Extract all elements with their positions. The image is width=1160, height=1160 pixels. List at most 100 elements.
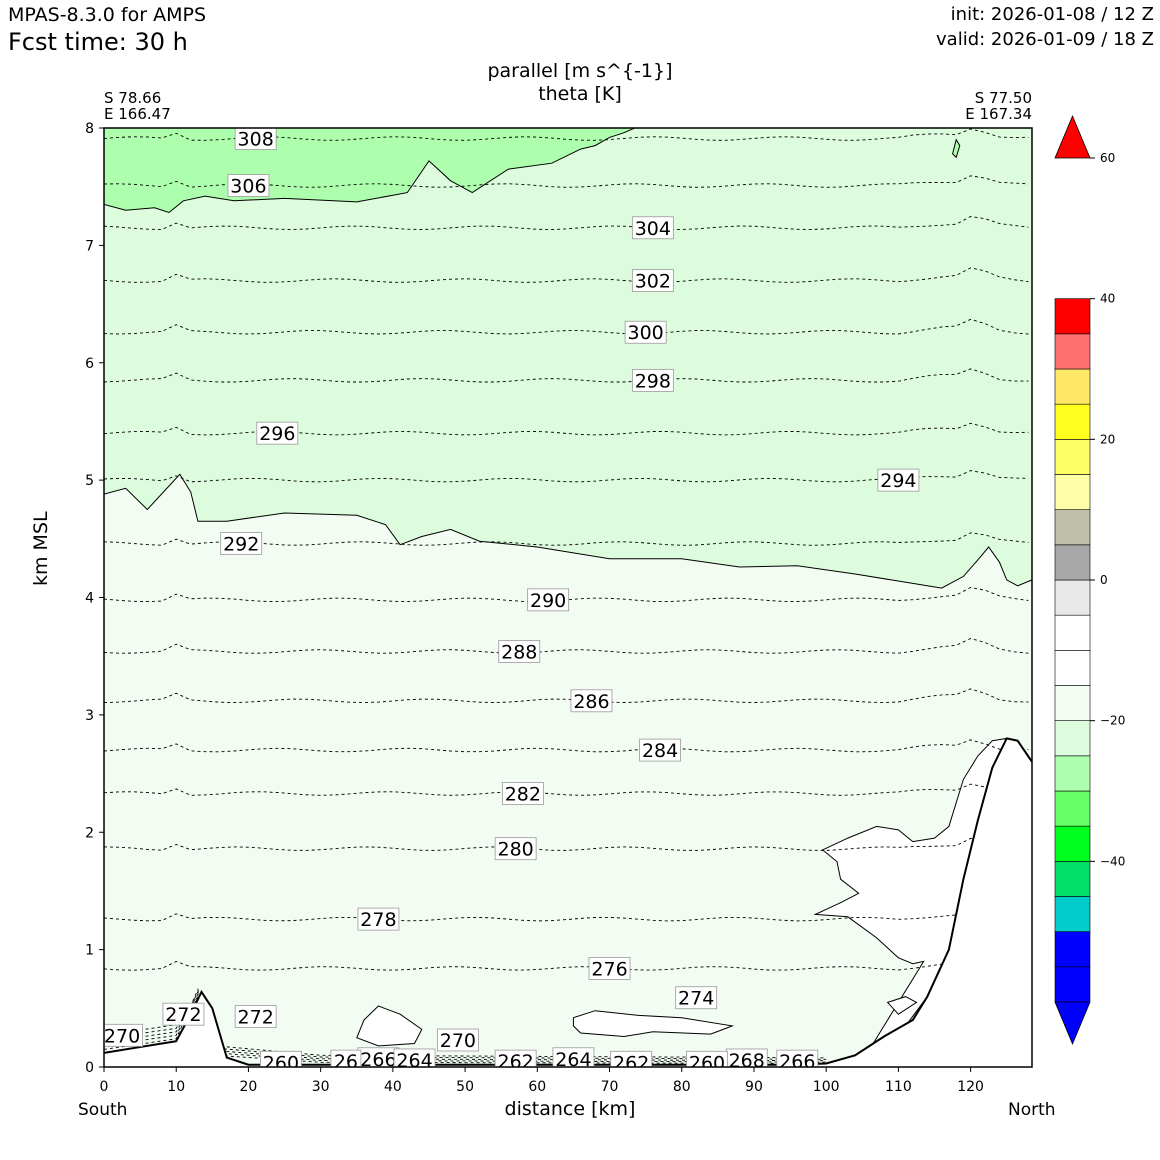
theta-label-box xyxy=(570,689,613,713)
theta-label-264: 264 xyxy=(552,1047,595,1071)
theta-contour-line xyxy=(104,470,1029,483)
theta-label-268: 268 xyxy=(725,1048,768,1067)
theta-contour-line xyxy=(104,267,1029,283)
y-tick-label: 0 xyxy=(85,1060,94,1076)
theta-label-276: 276 xyxy=(588,957,631,980)
y-tick-label: 8 xyxy=(85,121,94,137)
colorbar-segment xyxy=(1054,720,1091,757)
colorbar-segment xyxy=(1054,474,1091,510)
theta-label-box xyxy=(877,468,920,492)
theta-contour-line xyxy=(104,587,1029,603)
y-tick-label: 5 xyxy=(85,473,94,489)
colorbar-segment xyxy=(1054,650,1091,686)
theta-label-text: 266 xyxy=(779,1051,815,1073)
y-tick-label: 4 xyxy=(85,591,94,607)
theta-label-text: 262 xyxy=(498,1051,534,1073)
theta-label-box xyxy=(227,174,270,197)
theta-label-box xyxy=(552,1047,595,1067)
theta-label-292: 292 xyxy=(220,532,263,556)
theta-label-text: 264 xyxy=(555,1049,591,1071)
x-tick-label: 120 xyxy=(957,1079,984,1095)
colorbar-segment xyxy=(1054,861,1091,897)
theta-label-box xyxy=(494,1049,537,1067)
colorbar-extend-min xyxy=(1054,1001,1091,1046)
theta-label-text: 262 xyxy=(613,1052,649,1074)
theta-contour-line xyxy=(104,998,827,1059)
end-point-lat: S 77.50 xyxy=(974,89,1032,107)
theta-label-box xyxy=(494,837,537,861)
colorbar-segment xyxy=(1054,896,1091,932)
chart-title-line-1: parallel [m s^{-1}] xyxy=(487,60,673,82)
theta-label-296: 296 xyxy=(256,421,299,445)
theta-label-box xyxy=(610,1050,653,1067)
theta-label-box xyxy=(675,986,718,1010)
colorbar-segment xyxy=(1054,298,1091,335)
theta-label-box xyxy=(776,1049,819,1067)
theta-label-text: 280 xyxy=(498,839,534,861)
theta-label-274: 274 xyxy=(675,986,718,1010)
theta-label-text: 288 xyxy=(501,641,537,663)
wind-contour-top xyxy=(104,128,636,214)
x-tick-label: 70 xyxy=(601,1079,619,1095)
theta-label-box xyxy=(501,782,544,805)
theta-contour-line xyxy=(104,837,1029,851)
theta-label-box xyxy=(686,1050,728,1067)
wind-region-pocket-1 xyxy=(572,1010,735,1038)
y-tick-label: 1 xyxy=(85,943,94,959)
theta-label-270: 270 xyxy=(104,1023,143,1047)
colorbar: 60 40 20 0 −20 −40 xyxy=(1054,114,1125,1046)
theta-label-box xyxy=(498,640,541,663)
theta-label-box xyxy=(104,1023,143,1047)
init-time: init: 2026-01-08 / 12 Z xyxy=(950,4,1154,25)
theta-contour-line xyxy=(104,954,1029,971)
chart-title-line-2: theta [K] xyxy=(538,83,622,105)
x-tick-label: 50 xyxy=(456,1079,474,1095)
theta-label-text: 302 xyxy=(635,271,671,293)
colorbar-segment xyxy=(1054,544,1091,581)
theta-contour-line xyxy=(104,739,1029,753)
x-tick-label: 80 xyxy=(673,1079,691,1095)
theta-label-266: 266 xyxy=(357,1047,400,1067)
colorbar-tick-label: 20 xyxy=(1100,432,1115,446)
colorbar-segment xyxy=(1054,825,1091,862)
theta-label-text: 306 xyxy=(230,176,266,198)
theta-label-box xyxy=(220,532,263,555)
y-tick-label: 6 xyxy=(85,356,94,372)
theta-label-box xyxy=(256,421,299,445)
theta-label-270: 270 xyxy=(436,1028,479,1052)
theta-label-304: 304 xyxy=(631,216,674,240)
theta-label-288: 288 xyxy=(498,640,541,663)
colorbar-segment xyxy=(1054,368,1091,405)
y-tick-label: 7 xyxy=(85,238,94,254)
theta-label-306: 306 xyxy=(227,174,270,198)
theta-label-box xyxy=(639,738,681,762)
x-tick-label: 100 xyxy=(813,1079,840,1095)
colorbar-extend-max xyxy=(1054,114,1091,159)
theta-contour-line xyxy=(104,688,1029,704)
theta-contour-line xyxy=(104,783,1029,796)
theta-label-text: 26 xyxy=(334,1051,358,1073)
colorbar-segment xyxy=(1054,755,1091,792)
theta-contour-line xyxy=(104,318,1029,335)
terrain-line xyxy=(104,737,1032,1066)
theta-contour-line xyxy=(104,638,1029,654)
theta-label-290: 290 xyxy=(527,588,570,612)
colorbar-segment xyxy=(1054,931,1091,968)
x-tick-label: 40 xyxy=(384,1079,402,1095)
theta-label-text: 270 xyxy=(440,1030,476,1052)
south-label: South xyxy=(78,1100,128,1120)
start-point-lat: S 78.66 xyxy=(104,89,162,107)
theta-label-26: 26 xyxy=(330,1049,362,1073)
theta-contour-line xyxy=(104,368,1029,383)
theta-label-box xyxy=(436,1028,479,1052)
theta-label-text: 294 xyxy=(880,470,916,492)
theta-label-text: 284 xyxy=(642,740,678,762)
theta-label-text: 272 xyxy=(238,1007,274,1029)
colorbar-segment xyxy=(1054,403,1091,440)
theta-label-text: 274 xyxy=(678,988,714,1010)
theta-label-266: 266 xyxy=(776,1049,819,1073)
theta-label-box xyxy=(631,368,674,392)
theta-label-272: 272 xyxy=(234,1005,277,1029)
theta-label-box xyxy=(234,1005,277,1028)
colorbar-tick-label: 60 xyxy=(1100,151,1115,165)
